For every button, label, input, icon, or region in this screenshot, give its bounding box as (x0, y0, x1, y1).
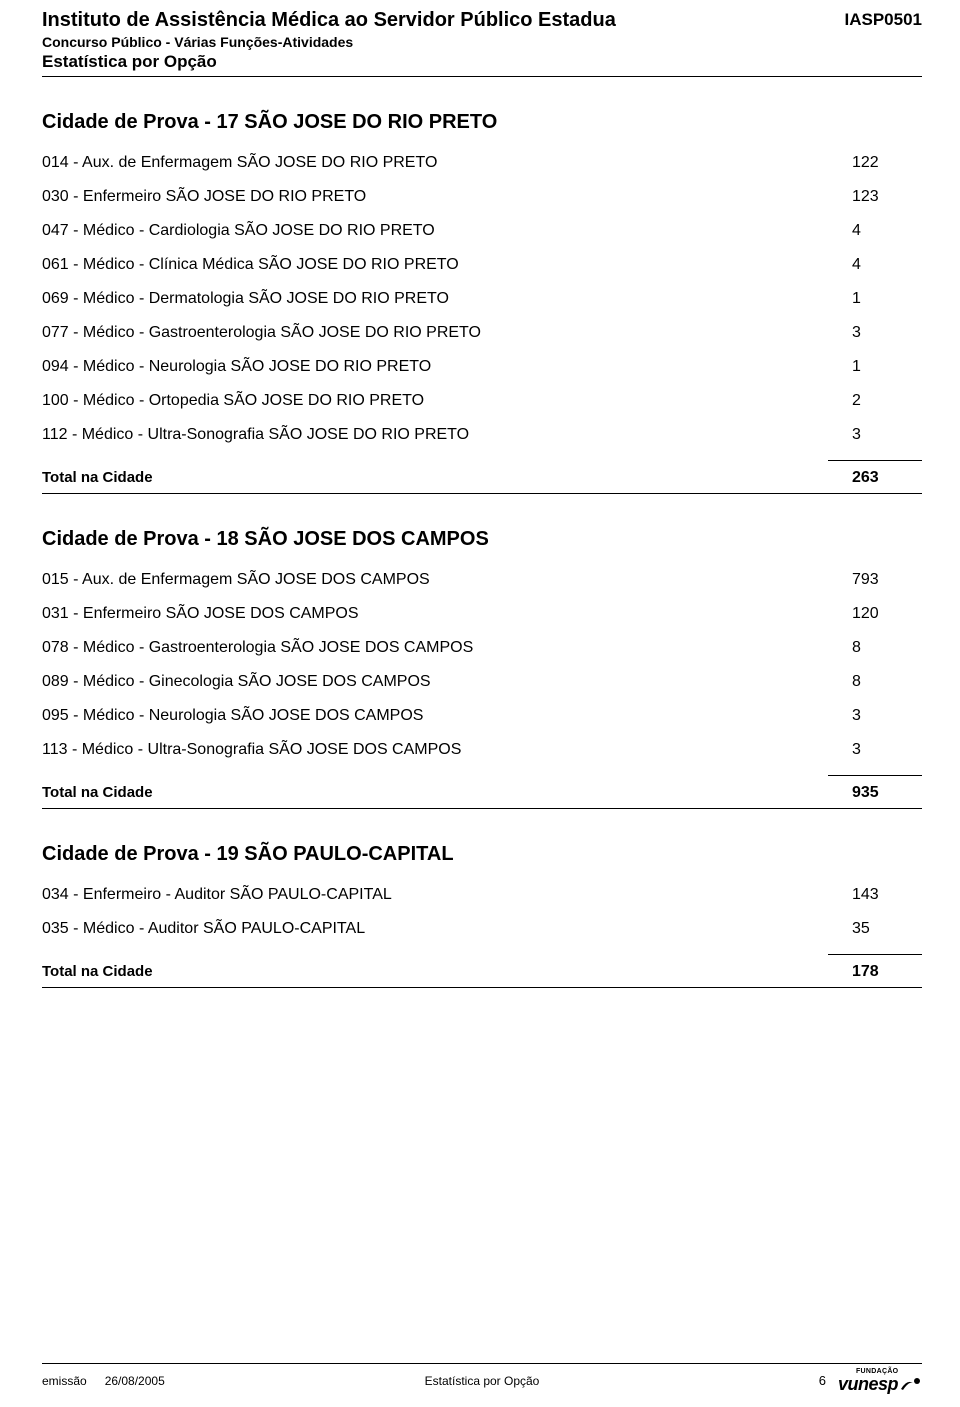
row-value: 35 (832, 920, 922, 938)
logo-main: vunesp (838, 1375, 922, 1393)
row-label: 078 - Médico - Gastroenterologia SÃO JOS… (42, 639, 473, 657)
data-row: 113 - Médico - Ultra-Sonografia SÃO JOSE… (42, 741, 922, 759)
total-value: 178 (832, 963, 922, 981)
row-label: 034 - Enfermeiro - Auditor SÃO PAULO-CAP… (42, 886, 392, 904)
page-content: Instituto de Assistência Médica ao Servi… (0, 0, 960, 988)
row-label: 015 - Aux. de Enfermagem SÃO JOSE DOS CA… (42, 571, 430, 589)
data-row: 077 - Médico - Gastroenterologia SÃO JOS… (42, 324, 922, 342)
report-title: Estatística por Opção (42, 52, 845, 72)
section-title: Cidade de Prova - 18 SÃO JOSE DOS CAMPOS (42, 528, 922, 551)
city-section: Cidade de Prova - 18 SÃO JOSE DOS CAMPOS… (42, 528, 922, 809)
data-row: 047 - Médico - Cardiologia SÃO JOSE DO R… (42, 222, 922, 240)
data-row: 089 - Médico - Ginecologia SÃO JOSE DOS … (42, 673, 922, 691)
row-label: 035 - Médico - Auditor SÃO PAULO-CAPITAL (42, 920, 365, 938)
row-label: 061 - Médico - Clínica Médica SÃO JOSE D… (42, 256, 459, 274)
row-label: 069 - Médico - Dermatologia SÃO JOSE DO … (42, 290, 449, 308)
row-value: 120 (832, 605, 922, 623)
header: Instituto de Assistência Médica ao Servi… (42, 8, 922, 72)
row-value: 4 (832, 256, 922, 274)
header-left: Instituto de Assistência Médica ao Servi… (42, 8, 845, 72)
city-section: Cidade de Prova - 17 SÃO JOSE DO RIO PRE… (42, 111, 922, 494)
row-value: 122 (832, 154, 922, 172)
total-row: Total na Cidade 263 (42, 469, 922, 487)
row-value: 8 (832, 673, 922, 691)
row-label: 112 - Médico - Ultra-Sonografia SÃO JOSE… (42, 426, 469, 444)
data-row: 094 - Médico - Neurologia SÃO JOSE DO RI… (42, 358, 922, 376)
section-title: Cidade de Prova - 19 SÃO PAULO-CAPITAL (42, 843, 922, 866)
row-value: 4 (832, 222, 922, 240)
institution-subtitle: Concurso Público - Várias Funções-Ativid… (42, 34, 845, 50)
data-row: 034 - Enfermeiro - Auditor SÃO PAULO-CAP… (42, 886, 922, 904)
data-row: 030 - Enfermeiro SÃO JOSE DO RIO PRETO 12… (42, 188, 922, 206)
row-value: 1 (832, 290, 922, 308)
footer-page-number: 6 (819, 1373, 826, 1388)
total-label: Total na Cidade (42, 469, 153, 486)
row-label: 030 - Enfermeiro SÃO JOSE DO RIO PRETO (42, 188, 366, 206)
total-value: 935 (832, 784, 922, 802)
footer-emissao-label: emissão (42, 1374, 87, 1388)
data-row: 100 - Médico - Ortopedia SÃO JOSE DO RIO… (42, 392, 922, 410)
city-section: Cidade de Prova - 19 SÃO PAULO-CAPITAL 03… (42, 843, 922, 988)
footer-row: emissão 26/08/2005 Estatística por Opção… (42, 1368, 922, 1393)
total-value: 263 (832, 469, 922, 487)
institution-title: Instituto de Assistência Médica ao Servi… (42, 8, 845, 32)
footer-center-text: Estatística por Opção (425, 1374, 540, 1388)
row-label: 047 - Médico - Cardiologia SÃO JOSE DO R… (42, 222, 435, 240)
data-row: 078 - Médico - Gastroenterologia SÃO JOS… (42, 639, 922, 657)
footer: emissão 26/08/2005 Estatística por Opção… (42, 1363, 922, 1393)
report-code: IASP0501 (845, 8, 923, 30)
data-row: 095 - Médico - Neurologia SÃO JOSE DOS C… (42, 707, 922, 725)
footer-right: 6 FUNDAÇÃO vunesp (819, 1368, 922, 1393)
data-row: 069 - Médico - Dermatologia SÃO JOSE DO … (42, 290, 922, 308)
total-label: Total na Cidade (42, 784, 153, 801)
logo-text: vunesp (838, 1375, 898, 1393)
row-value: 2 (832, 392, 922, 410)
row-label: 077 - Médico - Gastroenterologia SÃO JOS… (42, 324, 481, 342)
header-divider (42, 76, 922, 77)
row-value: 793 (832, 571, 922, 589)
row-value: 3 (832, 741, 922, 759)
data-row: 014 - Aux. de Enfermagem SÃO JOSE DO RIO… (42, 154, 922, 172)
row-value: 8 (832, 639, 922, 657)
total-bottom-rule (42, 808, 922, 809)
row-value: 3 (832, 426, 922, 444)
row-value: 3 (832, 324, 922, 342)
row-label: 095 - Médico - Neurologia SÃO JOSE DOS C… (42, 707, 423, 725)
total-top-rule (828, 460, 922, 461)
total-bottom-rule (42, 493, 922, 494)
row-label: 094 - Médico - Neurologia SÃO JOSE DO RI… (42, 358, 431, 376)
footer-emissao-date: 26/08/2005 (105, 1374, 165, 1388)
total-top-rule (828, 954, 922, 955)
logo-swoosh-icon (900, 1377, 922, 1391)
data-row: 112 - Médico - Ultra-Sonografia SÃO JOSE… (42, 426, 922, 444)
footer-rule (42, 1363, 922, 1364)
row-value: 3 (832, 707, 922, 725)
total-row: Total na Cidade 178 (42, 963, 922, 981)
row-label: 113 - Médico - Ultra-Sonografia SÃO JOSE… (42, 741, 461, 759)
row-label: 014 - Aux. de Enfermagem SÃO JOSE DO RIO… (42, 154, 437, 172)
sections-container: Cidade de Prova - 17 SÃO JOSE DO RIO PRE… (42, 111, 922, 988)
section-title: Cidade de Prova - 17 SÃO JOSE DO RIO PRE… (42, 111, 922, 134)
data-row: 031 - Enfermeiro SÃO JOSE DOS CAMPOS 120 (42, 605, 922, 623)
total-top-rule (828, 775, 922, 776)
row-label: 100 - Médico - Ortopedia SÃO JOSE DO RIO… (42, 392, 424, 410)
data-row: 035 - Médico - Auditor SÃO PAULO-CAPITAL… (42, 920, 922, 938)
row-value: 1 (832, 358, 922, 376)
total-bottom-rule (42, 987, 922, 988)
total-label: Total na Cidade (42, 963, 153, 980)
row-label: 089 - Médico - Ginecologia SÃO JOSE DOS … (42, 673, 431, 691)
data-row: 015 - Aux. de Enfermagem SÃO JOSE DOS CA… (42, 571, 922, 589)
data-row: 061 - Médico - Clínica Médica SÃO JOSE D… (42, 256, 922, 274)
row-value: 123 (832, 188, 922, 206)
row-value: 143 (832, 886, 922, 904)
vunesp-logo: FUNDAÇÃO vunesp (838, 1368, 922, 1393)
total-row: Total na Cidade 935 (42, 784, 922, 802)
row-label: 031 - Enfermeiro SÃO JOSE DOS CAMPOS (42, 605, 359, 623)
